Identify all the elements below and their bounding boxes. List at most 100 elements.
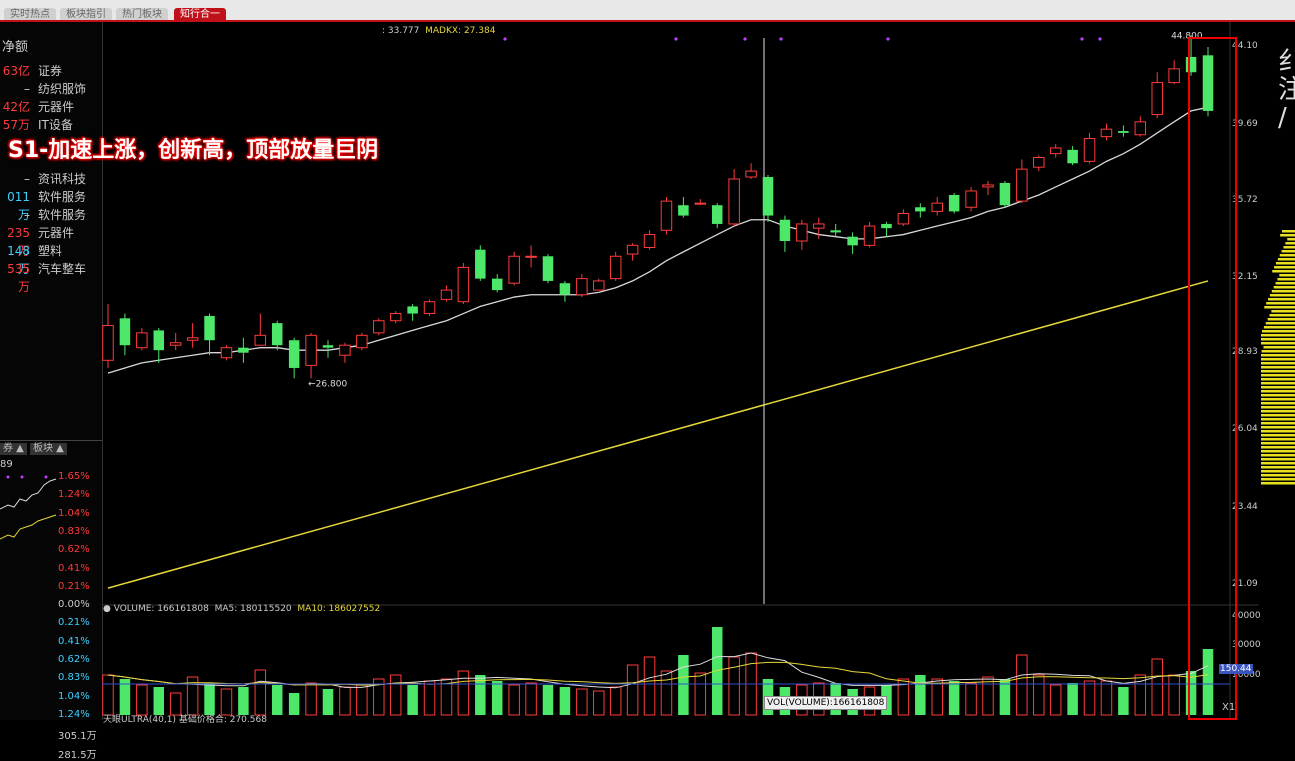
volume-profile-bar — [1261, 382, 1295, 385]
pct-scale-label: 0.83% — [58, 672, 90, 684]
pct-scale-label: 0.83% — [58, 525, 90, 537]
candle-body-down — [1067, 149, 1078, 164]
sector-row[interactable]: – 纺织服饰 — [0, 80, 102, 98]
pct-scale-label: 1.24% — [58, 708, 90, 720]
volume-profile-bar — [1261, 450, 1295, 453]
candle-body-down — [847, 236, 858, 246]
volume-bar-up — [389, 674, 402, 716]
candle-body-up — [457, 266, 470, 303]
volume-profile-bar — [1261, 442, 1295, 445]
volume-profile-bar — [1261, 390, 1295, 393]
volume-profile-bar — [1261, 418, 1295, 421]
pct-scale-label: 1.24% — [58, 489, 90, 501]
candle-body-up — [593, 280, 605, 291]
sector-row[interactable]: – 软件服务 — [0, 206, 102, 224]
candle-body-up — [169, 342, 182, 346]
volume-bar-up — [982, 676, 994, 716]
volume-profile-bar — [1275, 282, 1295, 285]
pct-scale-label: 0.00% — [58, 599, 90, 611]
sector-row[interactable]: 235万 元器件 — [0, 224, 102, 258]
sector-name: 元器件 — [38, 226, 75, 240]
volume-bar-up — [169, 692, 182, 716]
volume-profile-bar — [1261, 354, 1295, 357]
volume-bar-up — [965, 682, 977, 716]
candle-body-up — [356, 334, 368, 349]
volume-bar-down — [322, 689, 334, 715]
volume-tooltip: VOL(VOLUME):166161808 — [764, 696, 888, 710]
candle-body-up — [186, 337, 199, 341]
sector-row[interactable]: 57万 IT设备 — [0, 116, 102, 134]
sector-row[interactable]: 42亿 元器件 — [0, 98, 102, 116]
volume-profile-bar — [1268, 298, 1295, 301]
volume-bar-up — [1134, 674, 1147, 716]
volume-bar-up — [220, 688, 233, 716]
price-tick-label: 28.93 — [1232, 347, 1258, 357]
stock-candlestick-chart[interactable]: 44.800 ←26.800 — [102, 22, 1259, 720]
volume-profile-bar — [1280, 234, 1295, 237]
candle-body-up — [136, 332, 148, 349]
volume-profile-bar — [1279, 254, 1295, 257]
volume-profile-bar — [1261, 434, 1295, 437]
mini-tab-securities[interactable]: 券 ▲ — [0, 443, 27, 455]
volume-profile-bar — [1261, 406, 1295, 409]
candle-body-up — [220, 347, 233, 359]
candle-body-up — [373, 320, 385, 334]
volume-bar-up — [931, 678, 943, 716]
volume-bar-up — [626, 664, 639, 716]
ma-value: : 33.777 — [382, 26, 420, 36]
signal-marker — [886, 37, 890, 41]
volume-cursor-value: 150.44 — [1219, 664, 1253, 674]
sector-row[interactable]: 63亿 证券 — [0, 62, 102, 80]
candle-body-up — [931, 202, 943, 212]
volume-bar-up — [609, 686, 622, 716]
sector-flow-value: – — [24, 172, 30, 186]
candle-body-down — [238, 347, 249, 353]
candle-body-up — [1033, 157, 1045, 168]
price-tick-label: 39.69 — [1232, 119, 1258, 129]
bottom-indicator-label: 天眼ULTRA(40,1) 基础价格合: 270.568 — [103, 715, 267, 725]
volume-bar-up — [897, 678, 910, 716]
candle-body-up — [897, 212, 910, 225]
volume-profile-bar — [1263, 326, 1295, 329]
volume-profile-bar — [1272, 270, 1295, 273]
candle-body-up — [1049, 147, 1062, 155]
tab-realtime-hot[interactable]: 实时热点 — [4, 8, 56, 21]
volume-profile-bar — [1261, 386, 1295, 389]
candle-body-up — [1151, 82, 1163, 116]
volume-profile-bar — [1266, 302, 1295, 305]
tab-zhixing-heyi[interactable]: 知行合一 — [174, 8, 226, 21]
volume-bar-up — [1083, 680, 1096, 716]
volume-bar-down — [711, 627, 723, 715]
volume-bar-up — [1100, 680, 1113, 716]
candle-body-down — [542, 256, 554, 281]
sector-row[interactable]: – 资讯科技 — [0, 170, 102, 188]
pct-scale-label: 0.62% — [58, 544, 90, 556]
volume-header: ● VOLUME: 166161808 MA5: 180115520 MA10:… — [103, 604, 381, 614]
volume-bar-down — [153, 687, 165, 715]
candle-body-down — [1202, 55, 1214, 111]
mini-tab-sector[interactable]: 板块 ▲ — [30, 443, 67, 455]
pct-scale-label: 281.5万 — [58, 749, 97, 761]
tab-sector-guide[interactable]: 板块指引 — [60, 8, 112, 21]
volume-profile-bar — [1265, 322, 1295, 325]
sector-name: 纺织服饰 — [38, 82, 87, 96]
sector-row[interactable]: 148万 塑料 — [0, 242, 102, 276]
volume-profile-bar — [1267, 318, 1295, 321]
tab-hot-sectors[interactable]: 热门板块 — [116, 8, 168, 21]
volume-bar-down — [559, 687, 571, 715]
candle-body-down — [288, 340, 300, 368]
sector-row[interactable]: 011万 软件服务 — [0, 188, 102, 222]
sector-name: IT设备 — [38, 118, 73, 132]
volume-bar-up — [728, 656, 740, 716]
redacted-area — [30, 22, 380, 43]
volume-profile-bar — [1261, 338, 1295, 341]
sector-row[interactable]: 535万 汽车整车 — [0, 260, 102, 294]
pct-scale-label: 0.41% — [58, 635, 90, 647]
volume-profile-bar — [1261, 430, 1295, 433]
signal-marker — [743, 37, 747, 41]
candle-body-down — [678, 205, 689, 216]
sector-name: 元器件 — [38, 100, 75, 114]
volume-profile-bar — [1261, 342, 1295, 345]
volume-profile-bar — [1261, 474, 1295, 477]
tab-bar: 实时热点 板块指引 热门板块 知行合一 — [0, 0, 1295, 22]
